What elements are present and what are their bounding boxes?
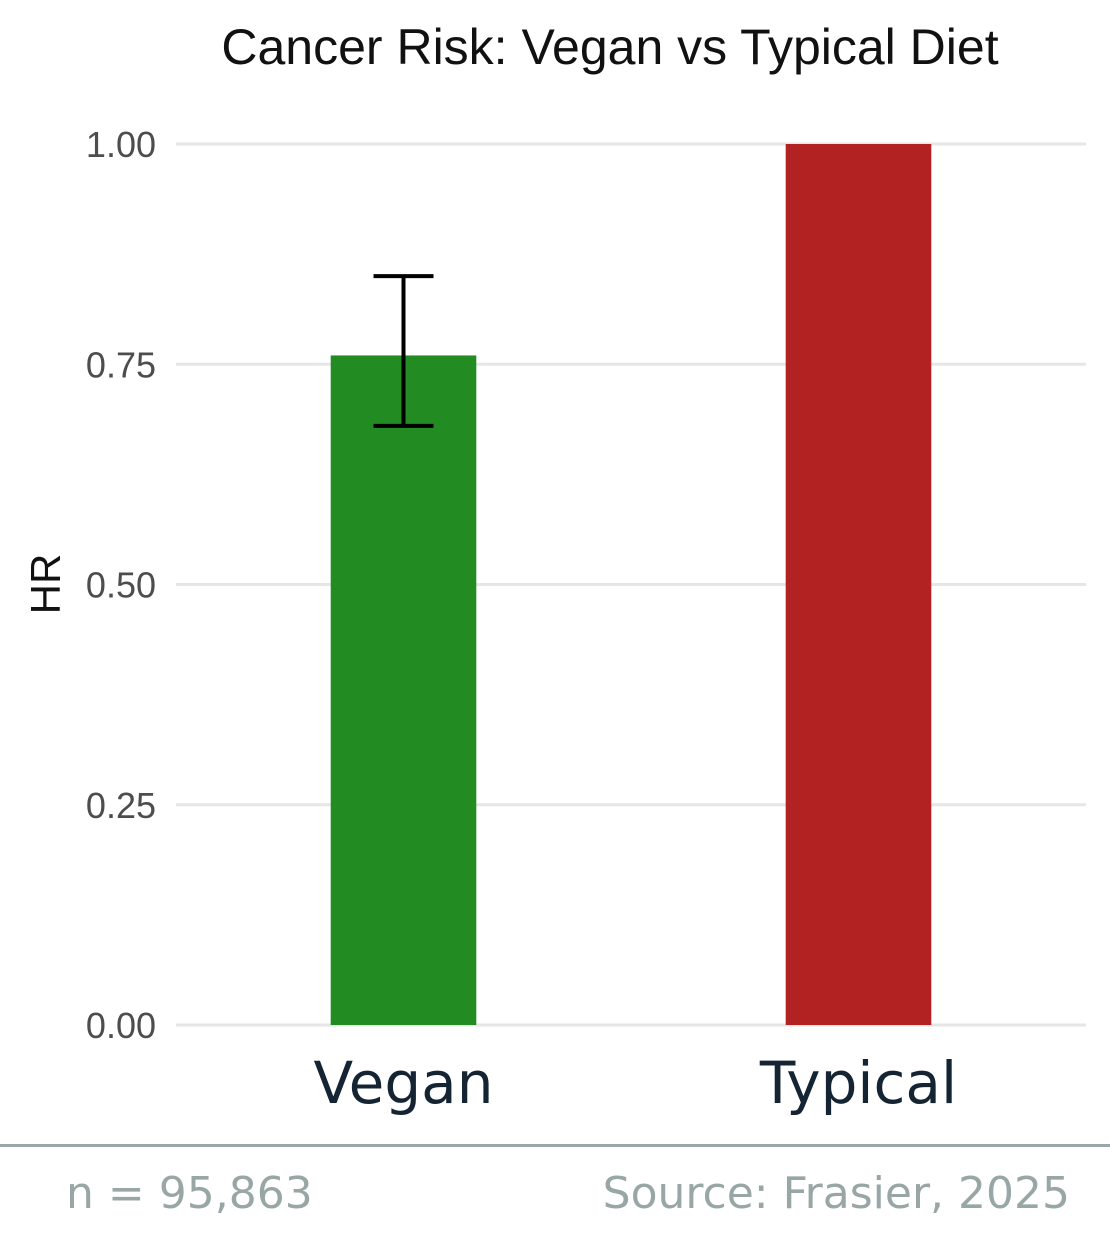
sample-size-note: n = 95,863 bbox=[66, 1168, 313, 1219]
source-note: Source: Frasier, 2025 bbox=[602, 1168, 1070, 1219]
y-tick-label: 0.50 bbox=[86, 565, 156, 606]
footer: n = 95,863 Source: Frasier, 2025 bbox=[0, 1148, 1110, 1240]
bar-chart: Cancer Risk: Vegan vs Typical Diet HR 0.… bbox=[22, 19, 1086, 1117]
bar-vegan bbox=[330, 355, 477, 1025]
chart-title: Cancer Risk: Vegan vs Typical Diet bbox=[221, 19, 998, 75]
x-tick-label-vegan: Vegan bbox=[314, 1049, 494, 1117]
y-axis-label: HR bbox=[22, 554, 69, 615]
y-tick-label: 0.75 bbox=[86, 344, 156, 385]
y-tick-label: 0.25 bbox=[86, 785, 156, 826]
y-tick-label: 0.00 bbox=[86, 1005, 156, 1046]
y-tick-label: 1.00 bbox=[86, 124, 156, 165]
footer-divider bbox=[0, 1144, 1110, 1147]
x-tick-label-typical: Typical bbox=[759, 1049, 957, 1117]
bar-typical bbox=[785, 144, 932, 1025]
chart: Cancer Risk: Vegan vs Typical Diet HR 0.… bbox=[22, 19, 1086, 1117]
